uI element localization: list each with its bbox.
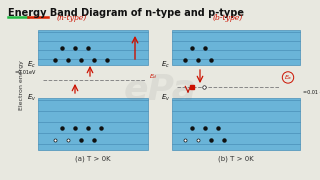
Text: Electron energy: Electron energy [20, 60, 25, 110]
Text: $E_c$: $E_c$ [27, 60, 36, 70]
Text: Energy Band Diagram of n-type and p-type: Energy Band Diagram of n-type and p-type [8, 8, 244, 18]
Text: =0.01eV: =0.01eV [15, 70, 36, 75]
Text: =0.01 – 0.05 eV: =0.01 – 0.05 eV [303, 90, 320, 95]
Text: (a) T > 0K: (a) T > 0K [75, 156, 111, 162]
Text: ePa: ePa [124, 73, 196, 107]
Text: $E_v$: $E_v$ [161, 93, 170, 103]
Text: $E_c$: $E_c$ [161, 60, 170, 70]
Text: (b-type): (b-type) [213, 14, 243, 22]
Text: $E_v$: $E_v$ [27, 93, 36, 103]
Text: (b) T > 0K: (b) T > 0K [218, 156, 254, 162]
Bar [38, 98, 148, 150]
Text: $E_a$: $E_a$ [284, 73, 292, 82]
Bar [38, 30, 148, 65]
Bar [172, 98, 300, 150]
Text: (n-type): (n-type) [57, 14, 87, 22]
Bar [172, 30, 300, 65]
Bar [38, 65, 148, 98]
Text: $E_d$: $E_d$ [149, 72, 158, 81]
